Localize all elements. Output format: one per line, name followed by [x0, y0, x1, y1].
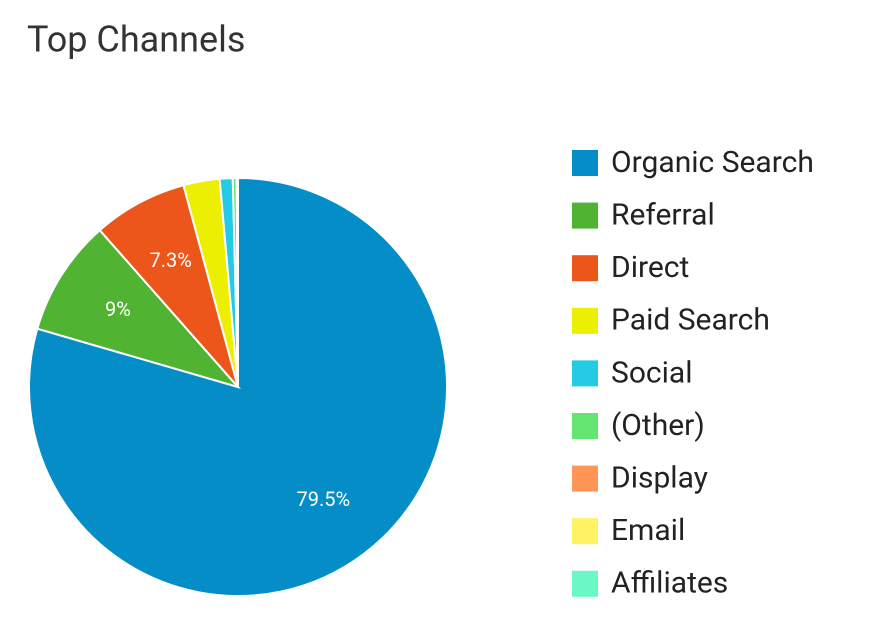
- slice-label: 79.5%: [297, 487, 351, 511]
- legend-swatch: [572, 360, 598, 387]
- legend-label: Direct: [611, 250, 689, 285]
- legend-label: Social: [611, 355, 693, 390]
- legend-label: Display: [611, 461, 708, 496]
- chart-title: Top Channels: [27, 19, 245, 61]
- legend-swatch: [572, 150, 598, 176]
- pie-slice: [36, 228, 242, 389]
- slice-label: 7.3%: [150, 248, 192, 272]
- legend-label: Affiliates: [611, 566, 728, 601]
- legend-label: Organic Search: [611, 145, 814, 180]
- legend-label: Paid Search: [611, 303, 770, 338]
- pie-slice: [28, 176, 448, 597]
- legend-swatch: [572, 413, 598, 439]
- legend-label: (Other): [611, 408, 705, 443]
- legend-swatch: [572, 570, 598, 597]
- legend-label: Referral: [611, 198, 715, 233]
- slice-label: 9%: [105, 297, 131, 321]
- legend-swatch: [572, 518, 598, 545]
- legend-swatch: [572, 465, 598, 492]
- legend-label: Email: [611, 513, 685, 548]
- legend-swatch: [572, 255, 598, 282]
- legend-swatch: [572, 202, 598, 229]
- legend-swatch: [572, 307, 598, 334]
